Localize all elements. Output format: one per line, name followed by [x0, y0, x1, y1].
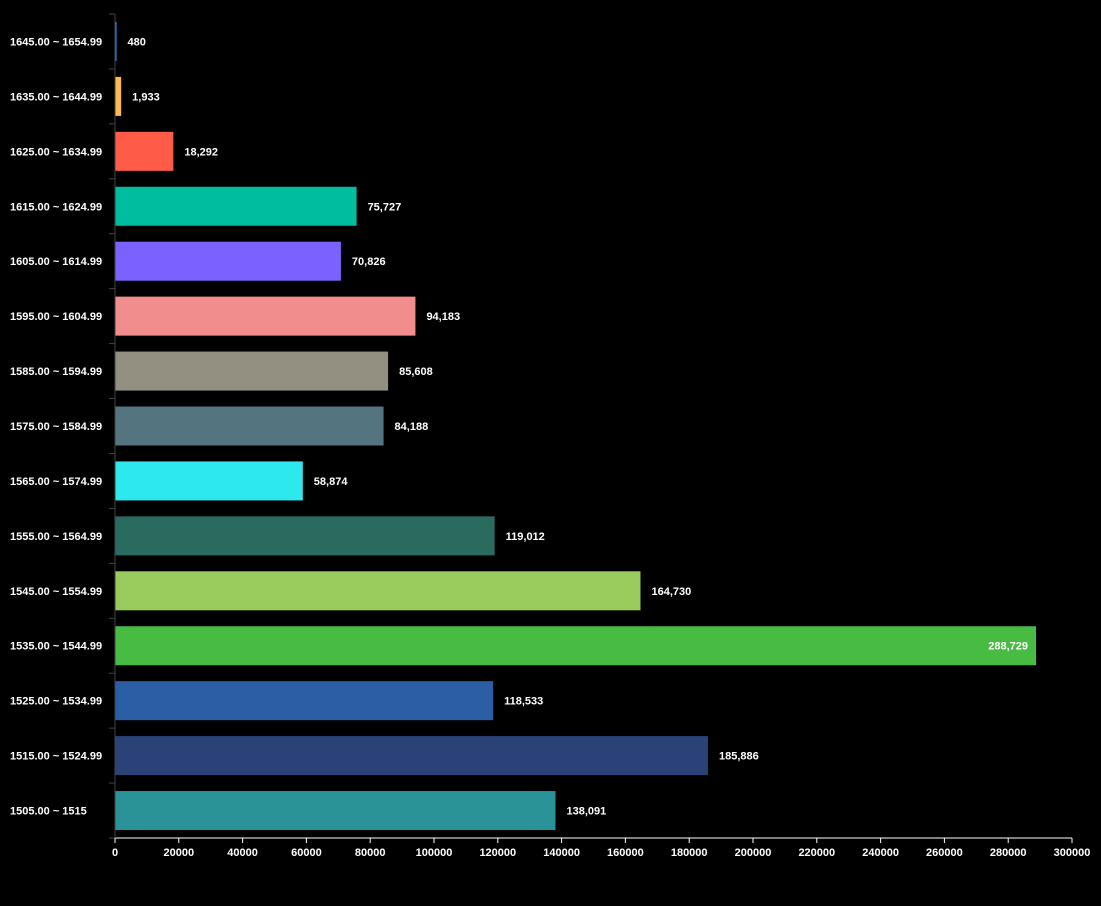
bar	[115, 406, 384, 446]
bar-value-label: 1,933	[132, 91, 160, 103]
bar-value-label: 18,292	[184, 146, 218, 158]
category-label: 1575.00 ~ 1584.99	[10, 421, 102, 433]
x-tick-label: 140000	[543, 847, 580, 859]
category-label: 1535.00 ~ 1544.99	[10, 641, 102, 653]
bar	[115, 76, 122, 116]
category-label: 1555.00 ~ 1564.99	[10, 531, 102, 543]
bar	[115, 626, 1037, 666]
x-tick-label: 220000	[798, 847, 835, 859]
x-tick-label: 180000	[671, 847, 708, 859]
category-label: 1645.00 ~ 1654.99	[10, 36, 102, 48]
category-label: 1635.00 ~ 1644.99	[10, 91, 102, 103]
value-labels: 138,091 185,886 118,533 288,729 164,730 119,0…	[128, 36, 1029, 817]
x-tick-label: 300000	[1054, 847, 1091, 859]
bar-value-label: 185,886	[719, 751, 759, 763]
category-label: 1585.00 ~ 1594.99	[10, 366, 102, 378]
bars-layer	[115, 21, 1037, 831]
x-tick-label: 40000	[227, 847, 258, 859]
x-tick-label: 240000	[862, 847, 899, 859]
category-label: 1545.00 ~ 1554.99	[10, 586, 102, 598]
bar	[115, 131, 174, 171]
category-labels: 1505.00 ~ 1515 1515.00 ~ 1524.99 1525.00 ~…	[10, 36, 102, 817]
category-label: 1505.00 ~ 1515	[10, 806, 87, 818]
x-tick-label: 20000	[164, 847, 195, 859]
x-tick-label: 160000	[607, 847, 644, 859]
bar-value-label: 288,729	[988, 641, 1028, 653]
bar	[115, 516, 495, 556]
category-label: 1515.00 ~ 1524.99	[10, 751, 102, 763]
bar	[115, 241, 341, 281]
x-tick-label: 260000	[926, 847, 963, 859]
x-axis: 0 20000 40000 60000 80000 100000 120000 140000 1…	[109, 13, 1091, 859]
x-tick-label: 100000	[416, 847, 453, 859]
bar-value-label: 119,012	[506, 531, 545, 543]
category-label: 1595.00 ~ 1604.99	[10, 311, 102, 323]
x-tick-label: 200000	[735, 847, 772, 859]
bar-value-label: 70,826	[352, 256, 386, 268]
category-label: 1625.00 ~ 1634.99	[10, 146, 102, 158]
bar	[115, 681, 494, 721]
bar-value-label: 94,183	[426, 311, 460, 323]
bar-value-label: 58,874	[314, 476, 349, 488]
category-label: 1565.00 ~ 1574.99	[10, 476, 102, 488]
bar	[115, 736, 708, 776]
x-tick-label: 120000	[479, 847, 516, 859]
x-tick-label: 0	[112, 847, 118, 859]
x-tick-label: 80000	[355, 847, 386, 859]
bar-value-label: 480	[128, 36, 146, 48]
bar-value-label: 164,730	[651, 586, 691, 598]
bar-value-label: 118,533	[504, 696, 543, 708]
category-label: 1525.00 ~ 1534.99	[10, 696, 102, 708]
bar	[115, 296, 416, 336]
bar	[115, 186, 357, 226]
x-tick-label: 60000	[291, 847, 322, 859]
bar	[115, 791, 556, 831]
bar	[115, 571, 641, 611]
bar	[115, 461, 303, 501]
x-tick-label: 280000	[990, 847, 1027, 859]
bar-value-label: 84,188	[395, 421, 429, 433]
bar-value-label: 85,608	[399, 366, 433, 378]
bar-value-label: 138,091	[567, 806, 607, 818]
bar-value-label: 75,727	[368, 201, 402, 213]
category-label: 1605.00 ~ 1614.99	[10, 256, 102, 268]
bar	[115, 351, 389, 391]
bar	[115, 21, 117, 61]
category-label: 1615.00 ~ 1624.99	[10, 201, 102, 213]
